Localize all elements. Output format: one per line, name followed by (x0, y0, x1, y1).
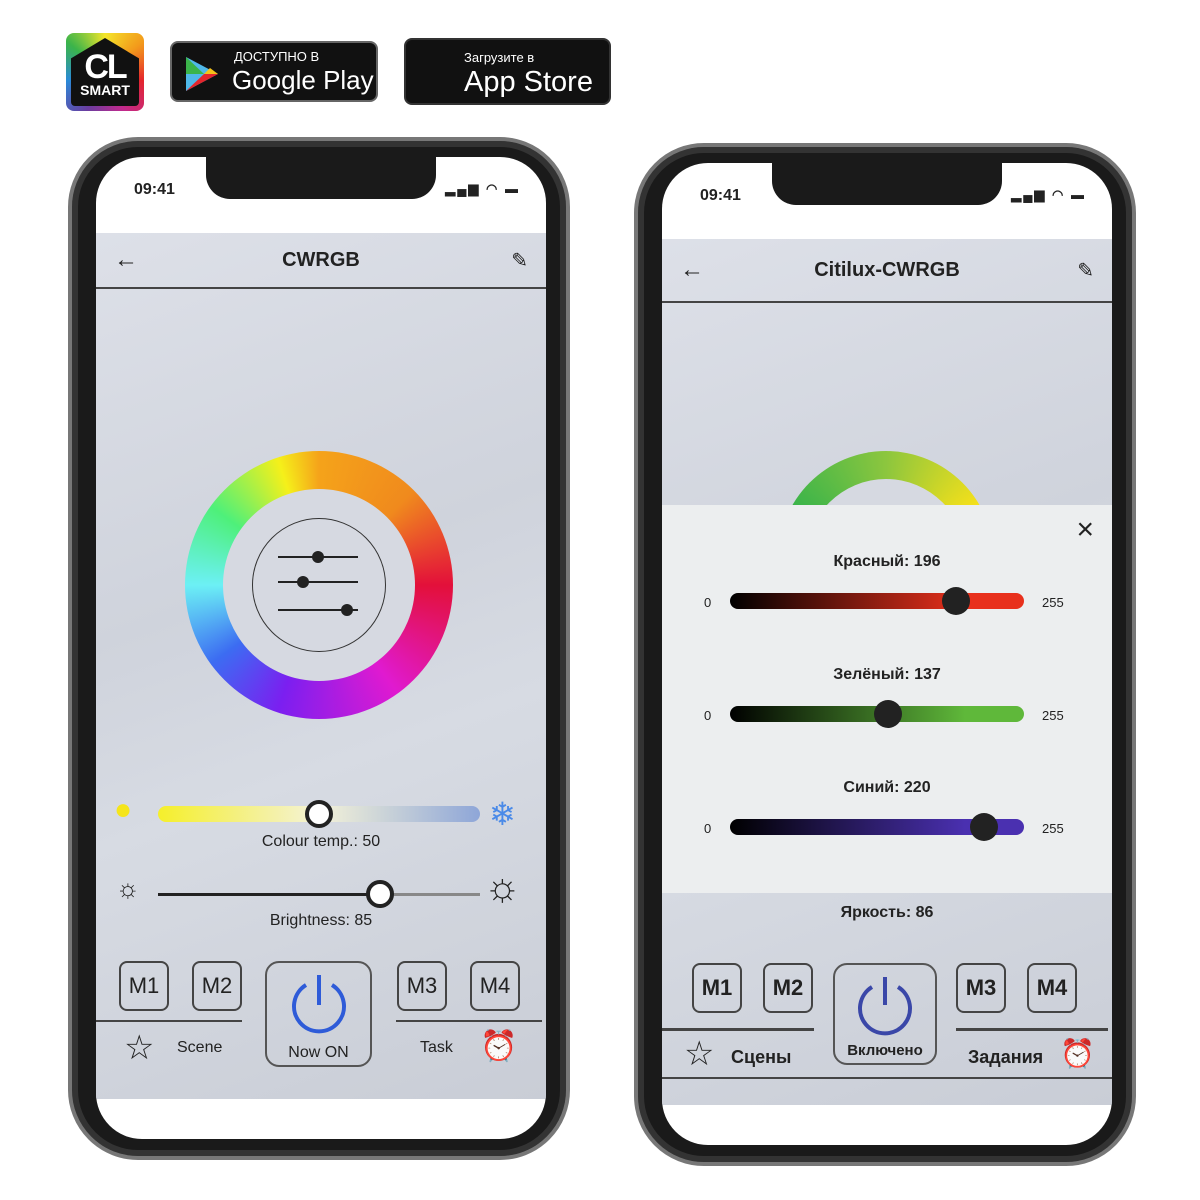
sliders-button[interactable] (252, 518, 386, 652)
memory-m2-button[interactable]: M2 (192, 961, 242, 1011)
rgb-dialog: × Красный: 196 0 255 Зелёный: 137 0 255 Си… (662, 505, 1112, 893)
task-tab[interactable]: Задания (968, 1047, 1044, 1067)
google-play-icon (186, 57, 218, 91)
left-phone: 09:41 ▂▄▆ ◠ ▬ ← CWRGB ✎ ● ❄ Colour temp.: … (68, 137, 570, 1160)
status-icons: ▂▄▆ ◠ ▬ (445, 181, 520, 196)
blue-slider-knob[interactable] (969, 813, 998, 841)
star-icon: ☆ (684, 1035, 715, 1073)
red-slider[interactable] (730, 587, 1024, 615)
status-icons: ▂▄▆ ◠ ▬ (1011, 187, 1086, 202)
app-store-badge[interactable]: Загрузите в App Store (404, 38, 611, 105)
power-icon (291, 975, 346, 1034)
back-button[interactable]: ← (114, 246, 138, 273)
back-button[interactable]: ← (680, 256, 704, 283)
page-title: Citilux-CWRGB (814, 258, 960, 281)
right-phone: 09:41 ▂▄▆ ◠ ▬ ← Citilux-CWRGB ✎ × Красный:… (634, 143, 1136, 1166)
close-button[interactable]: × (1076, 513, 1094, 546)
power-button[interactable]: Включено (833, 963, 937, 1065)
memory-m4-button[interactable]: M4 (1027, 963, 1077, 1013)
scene-tab[interactable]: Scene (177, 1039, 223, 1056)
red-slider-knob[interactable] (941, 587, 970, 615)
memory-m3-button[interactable]: M3 (397, 961, 447, 1011)
green-slider[interactable] (730, 700, 1024, 728)
task-tab[interactable]: Task (420, 1039, 453, 1056)
dim-brightness-icon: ☼ (116, 873, 140, 903)
green-slider-knob[interactable] (873, 700, 902, 728)
edit-button[interactable]: ✎ (1077, 259, 1094, 282)
page-title: CWRGB (282, 248, 360, 271)
memory-m1-button[interactable]: M1 (119, 961, 169, 1011)
memory-m2-button[interactable]: M2 (763, 963, 813, 1013)
color-wheel[interactable] (185, 451, 453, 719)
scene-tab[interactable]: Сцены (731, 1047, 792, 1067)
edit-button[interactable]: ✎ (511, 249, 528, 272)
cold-snowflake-icon: ❄ (489, 796, 516, 832)
bright-brightness-icon: ☼ (484, 865, 521, 909)
sliders-icon (278, 551, 358, 616)
alarm-clock-icon: ⏰ (1060, 1038, 1095, 1069)
memory-m4-button[interactable]: M4 (470, 961, 520, 1011)
brightness-slider[interactable] (158, 880, 480, 908)
cl-smart-logo: CL SMART (66, 33, 144, 111)
power-button[interactable]: Now ON (265, 961, 372, 1067)
memory-m1-button[interactable]: M1 (692, 963, 742, 1013)
alarm-clock-icon: ⏰ (480, 1030, 518, 1063)
warm-sun-icon: ● (114, 793, 133, 826)
colour-temp-slider[interactable] (158, 800, 480, 828)
blue-slider[interactable] (730, 813, 1024, 841)
google-play-badge[interactable]: ДОСТУПНО В Google Play (170, 41, 378, 102)
star-icon: ☆ (124, 1029, 155, 1067)
power-icon (858, 977, 912, 1036)
memory-m3-button[interactable]: M3 (956, 963, 1006, 1013)
